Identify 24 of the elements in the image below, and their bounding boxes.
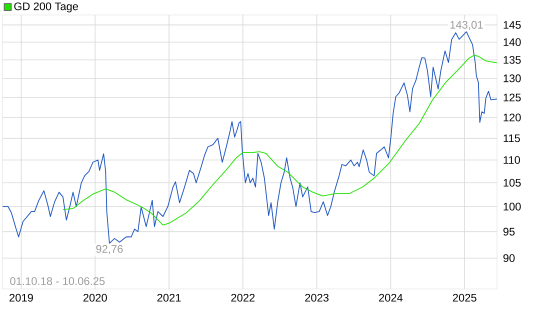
annotation: 92,76 [96, 245, 123, 254]
y-tick-label: 140 [504, 38, 521, 46]
annotation: 143,01 [450, 20, 483, 30]
y-tick-label: 120 [504, 114, 521, 122]
y-tick-label: 90 [503, 254, 515, 262]
y-tick-label: 130 [504, 74, 521, 82]
y-tick-label: 95 [503, 228, 515, 236]
annotation: 01.10.18 - 10.06.25 [10, 277, 105, 286]
x-tick-label: 2020 [83, 294, 107, 302]
y-tick-label: 100 [504, 202, 521, 211]
y-tick-label: 105 [504, 178, 521, 187]
y-tick-label: 115 [504, 134, 520, 142]
y-tick-label: 135 [504, 56, 521, 64]
x-tick-label: 2024 [379, 294, 403, 302]
x-tick-label: 2021 [157, 294, 181, 302]
y-tick-label: 110 [504, 156, 520, 164]
x-tick-label: 2023 [305, 294, 329, 302]
y-tick-label: 145 [504, 21, 521, 29]
x-tick-label: 2019 [10, 294, 33, 302]
y-tick-label: 125 [504, 94, 521, 102]
x-tick-label: 2025 [452, 294, 476, 302]
line-series [62, 54, 498, 226]
x-tick-label: 2022 [231, 294, 255, 302]
legend-label: GD 200 Tage [14, 2, 78, 12]
